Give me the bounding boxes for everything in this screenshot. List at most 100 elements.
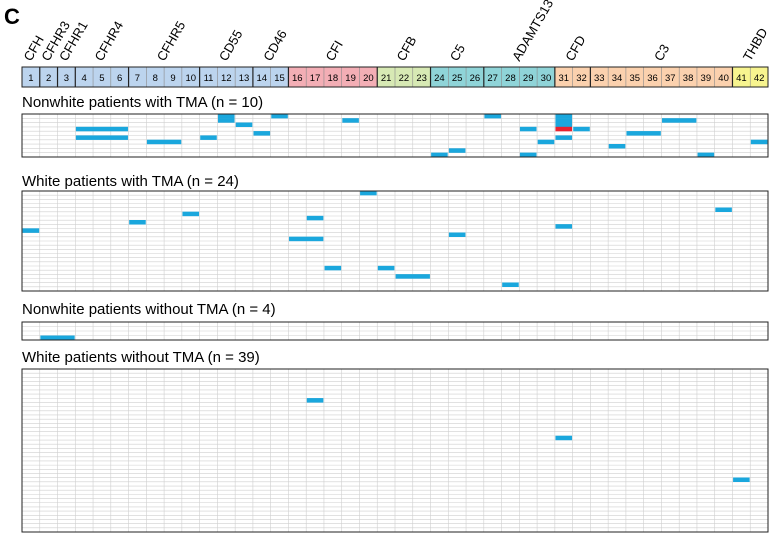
column-number: 24 xyxy=(434,73,445,84)
column-number: 23 xyxy=(416,73,427,84)
gene-band-cfhr1 xyxy=(57,67,76,87)
variant-cell xyxy=(431,152,448,158)
panel-4: White patients without TMA (n = 39) xyxy=(21,349,769,533)
column-number: 14 xyxy=(256,73,267,84)
column-number: 6 xyxy=(117,73,122,84)
column-number: 7 xyxy=(135,73,140,84)
column-number: 10 xyxy=(185,73,196,84)
variant-cell xyxy=(662,118,697,123)
variant-cell xyxy=(40,335,75,340)
variant-cell xyxy=(448,148,466,153)
gene-label: C3 xyxy=(651,42,672,64)
variant-cell xyxy=(217,113,235,119)
variant-cell xyxy=(129,220,146,225)
variant-cell xyxy=(324,265,342,271)
column-number: 26 xyxy=(470,73,481,84)
variant-cell xyxy=(626,131,661,136)
gene-band-c5 xyxy=(430,67,484,87)
column-number: 9 xyxy=(170,73,175,84)
variant-cell xyxy=(360,190,377,196)
variant-cell xyxy=(555,135,573,140)
gene-band-cd55 xyxy=(199,67,253,87)
variant-cell xyxy=(715,207,732,212)
variant-cell xyxy=(573,126,590,132)
variant-cell xyxy=(502,282,519,287)
column-number: 11 xyxy=(204,73,214,84)
variant-cell xyxy=(377,265,395,271)
variant-cell xyxy=(200,135,217,140)
variant-cell xyxy=(519,126,537,132)
gene-band-cfhr3 xyxy=(39,67,58,87)
gene-band-cfb xyxy=(377,67,431,87)
column-number: 16 xyxy=(292,73,303,84)
variant-cell xyxy=(697,152,715,158)
column-number: 30 xyxy=(541,73,552,84)
gene-header-frame xyxy=(21,66,769,88)
variant-cell xyxy=(555,122,573,127)
variant-cell xyxy=(608,144,626,149)
panel-letter: C xyxy=(4,4,20,29)
variant-cell xyxy=(555,224,573,229)
column-number: 31 xyxy=(558,73,569,84)
column-number: 41 xyxy=(736,73,747,84)
variant-cell-highlight xyxy=(555,126,573,132)
variant-cell xyxy=(555,435,573,441)
heatmap-panels: Nonwhite patients with TMA (n = 10) White… xyxy=(21,94,769,533)
variant-cell xyxy=(146,139,182,145)
column-number: 17 xyxy=(310,73,321,84)
panel-frame xyxy=(21,113,769,158)
variant-cell xyxy=(75,126,128,132)
panel-frame xyxy=(21,368,769,533)
column-number: 4 xyxy=(82,73,87,84)
column-number: 34 xyxy=(612,73,623,84)
column-number: 27 xyxy=(487,73,498,84)
variant-cell xyxy=(395,274,430,279)
gene-label: CD55 xyxy=(216,27,246,63)
column-number: 12 xyxy=(221,73,232,84)
panel-title: Nonwhite patients with TMA (n = 10) xyxy=(22,94,263,111)
column-number: 42 xyxy=(754,73,765,84)
column-number: 19 xyxy=(345,73,356,84)
column-number: 15 xyxy=(274,73,285,84)
gene-label: CFB xyxy=(393,33,419,63)
column-number: 5 xyxy=(99,73,104,84)
column-number: 35 xyxy=(629,73,640,84)
column-number: 1 xyxy=(28,73,33,84)
variant-cell xyxy=(75,135,128,140)
column-number: 3 xyxy=(64,73,69,84)
variant-cell xyxy=(342,118,359,123)
panel-frame xyxy=(21,321,769,341)
gene-label: THBD xyxy=(740,25,771,63)
gene-label: ADAMTS13 xyxy=(509,0,556,64)
panel-frame xyxy=(21,190,769,292)
column-number: 8 xyxy=(153,73,158,84)
variant-cell xyxy=(22,228,40,233)
gene-band-cfh xyxy=(22,67,40,87)
variant-cell xyxy=(253,131,271,136)
variant-cell xyxy=(235,122,253,127)
variant-cell xyxy=(555,118,573,123)
gene-label: C5 xyxy=(447,42,468,64)
column-number: 25 xyxy=(452,73,463,84)
gene-band-cfhr4 xyxy=(75,67,129,87)
column-number: 18 xyxy=(328,73,339,84)
variant-cell xyxy=(750,139,768,145)
variant-cell xyxy=(306,215,324,221)
variant-cell xyxy=(519,152,537,158)
column-number: 33 xyxy=(594,73,605,84)
gene-label: CFHR5 xyxy=(154,18,189,63)
column-number: 20 xyxy=(363,73,374,84)
gene-band-cfi xyxy=(288,67,378,87)
variant-cell xyxy=(289,236,324,242)
panel-3: Nonwhite patients without TMA (n = 4) xyxy=(21,301,769,341)
column-number: 13 xyxy=(239,73,250,84)
column-number: 32 xyxy=(576,73,587,84)
variant-cell xyxy=(555,113,573,119)
panel-2: White patients with TMA (n = 24) xyxy=(21,173,769,292)
variant-cell xyxy=(271,113,288,119)
variant-cell xyxy=(733,477,750,483)
panel-title: White patients without TMA (n = 39) xyxy=(22,349,260,366)
column-number: 37 xyxy=(665,73,676,84)
